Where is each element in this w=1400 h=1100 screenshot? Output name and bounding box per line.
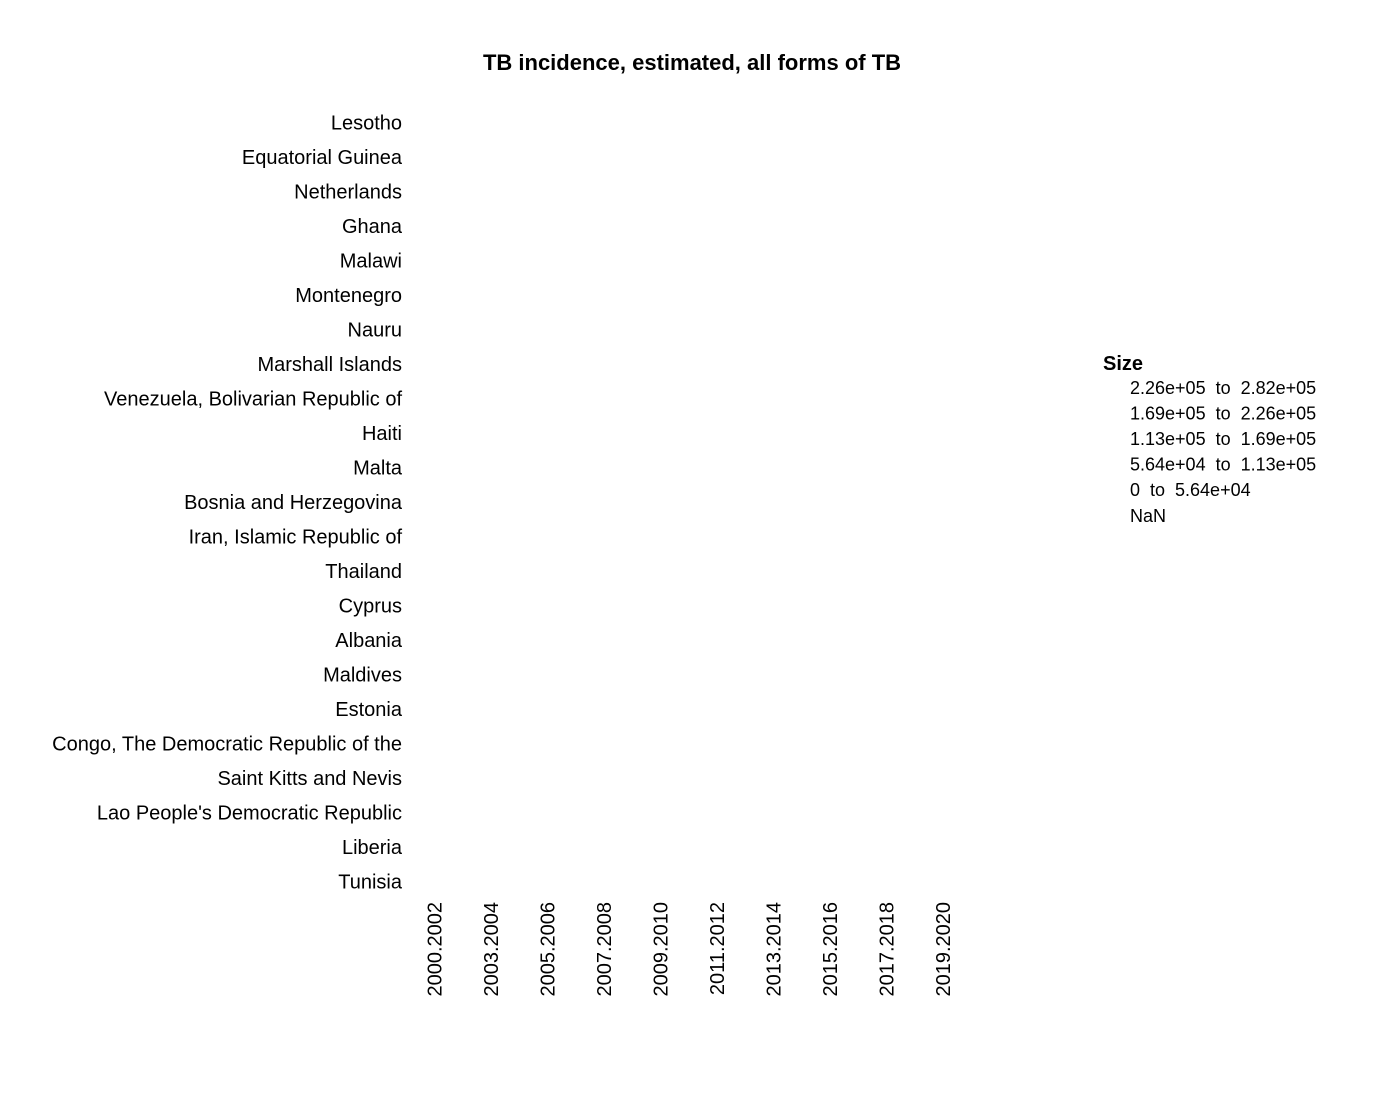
y-tick-label: Lesotho <box>331 112 402 134</box>
x-axis-tick-labels: 2000.2002 2003.2004 2005.2006 2007.2008 2009… <box>424 902 955 997</box>
y-tick-label: Malta <box>353 457 403 479</box>
legend-entry: 1.13e+05 to 1.69e+05 <box>1130 429 1316 449</box>
y-tick-label: Nauru <box>348 319 402 341</box>
legend-entry: 1.69e+05 to 2.26e+05 <box>1130 403 1316 423</box>
y-tick-label: Equatorial Guinea <box>242 147 403 169</box>
y-tick-label: Montenegro <box>295 285 402 307</box>
x-tick-label: 2003.2004 <box>481 902 503 997</box>
y-tick-label: Haiti <box>362 423 402 445</box>
x-tick-label: 2009.2010 <box>650 902 672 997</box>
x-tick-label: 2011.2012 <box>707 902 729 995</box>
y-tick-label: Venezuela, Bolivarian Republic of <box>104 388 402 410</box>
y-tick-label: Netherlands <box>294 181 402 203</box>
y-tick-label: Bosnia and Herzegovina <box>184 492 403 514</box>
y-tick-label: Cyprus <box>339 595 402 617</box>
y-tick-label: Albania <box>335 630 403 652</box>
y-tick-label: Marshall Islands <box>257 354 402 376</box>
y-tick-label: Lao People's Democratic Republic <box>97 802 402 824</box>
x-tick-label: 2007.2008 <box>594 902 616 997</box>
legend-entry: NaN <box>1130 506 1166 526</box>
y-tick-label: Tunisia <box>338 871 403 893</box>
y-tick-label: Saint Kitts and Nevis <box>217 768 402 790</box>
legend-entry: 0 to 5.64e+04 <box>1130 480 1251 500</box>
legend-entry: 5.64e+04 to 1.13e+05 <box>1130 455 1316 475</box>
x-tick-label: 2015.2016 <box>820 902 842 997</box>
y-tick-label: Estonia <box>335 699 403 721</box>
legend-entries: 2.26e+05 to 2.82e+05 1.69e+05 to 2.26e+05… <box>1130 378 1316 526</box>
y-axis-tick-labels: Lesotho Equatorial Guinea Netherlands Ghana… <box>52 112 403 893</box>
y-tick-label: Iran, Islamic Republic of <box>189 526 403 548</box>
y-tick-label: Congo, The Democratic Republic of the <box>52 733 402 755</box>
x-tick-label: 2017.2018 <box>876 902 898 997</box>
y-tick-label: Thailand <box>325 561 402 583</box>
x-tick-label: 2013.2014 <box>763 902 785 997</box>
y-tick-label: Maldives <box>323 664 402 686</box>
x-tick-label: 2005.2006 <box>537 902 559 997</box>
x-tick-label: 2019.2020 <box>933 902 955 997</box>
legend: Size 2.26e+05 to 2.82e+05 1.69e+05 to 2.2… <box>1103 353 1316 526</box>
y-tick-label: Malawi <box>340 250 402 272</box>
y-tick-label: Liberia <box>342 837 403 859</box>
chart-title: TB incidence, estimated, all forms of TB <box>483 50 901 75</box>
y-tick-label: Ghana <box>342 216 403 238</box>
x-tick-label: 2000.2002 <box>424 902 446 997</box>
legend-entry: 2.26e+05 to 2.82e+05 <box>1130 378 1316 398</box>
legend-title: Size <box>1103 353 1143 375</box>
